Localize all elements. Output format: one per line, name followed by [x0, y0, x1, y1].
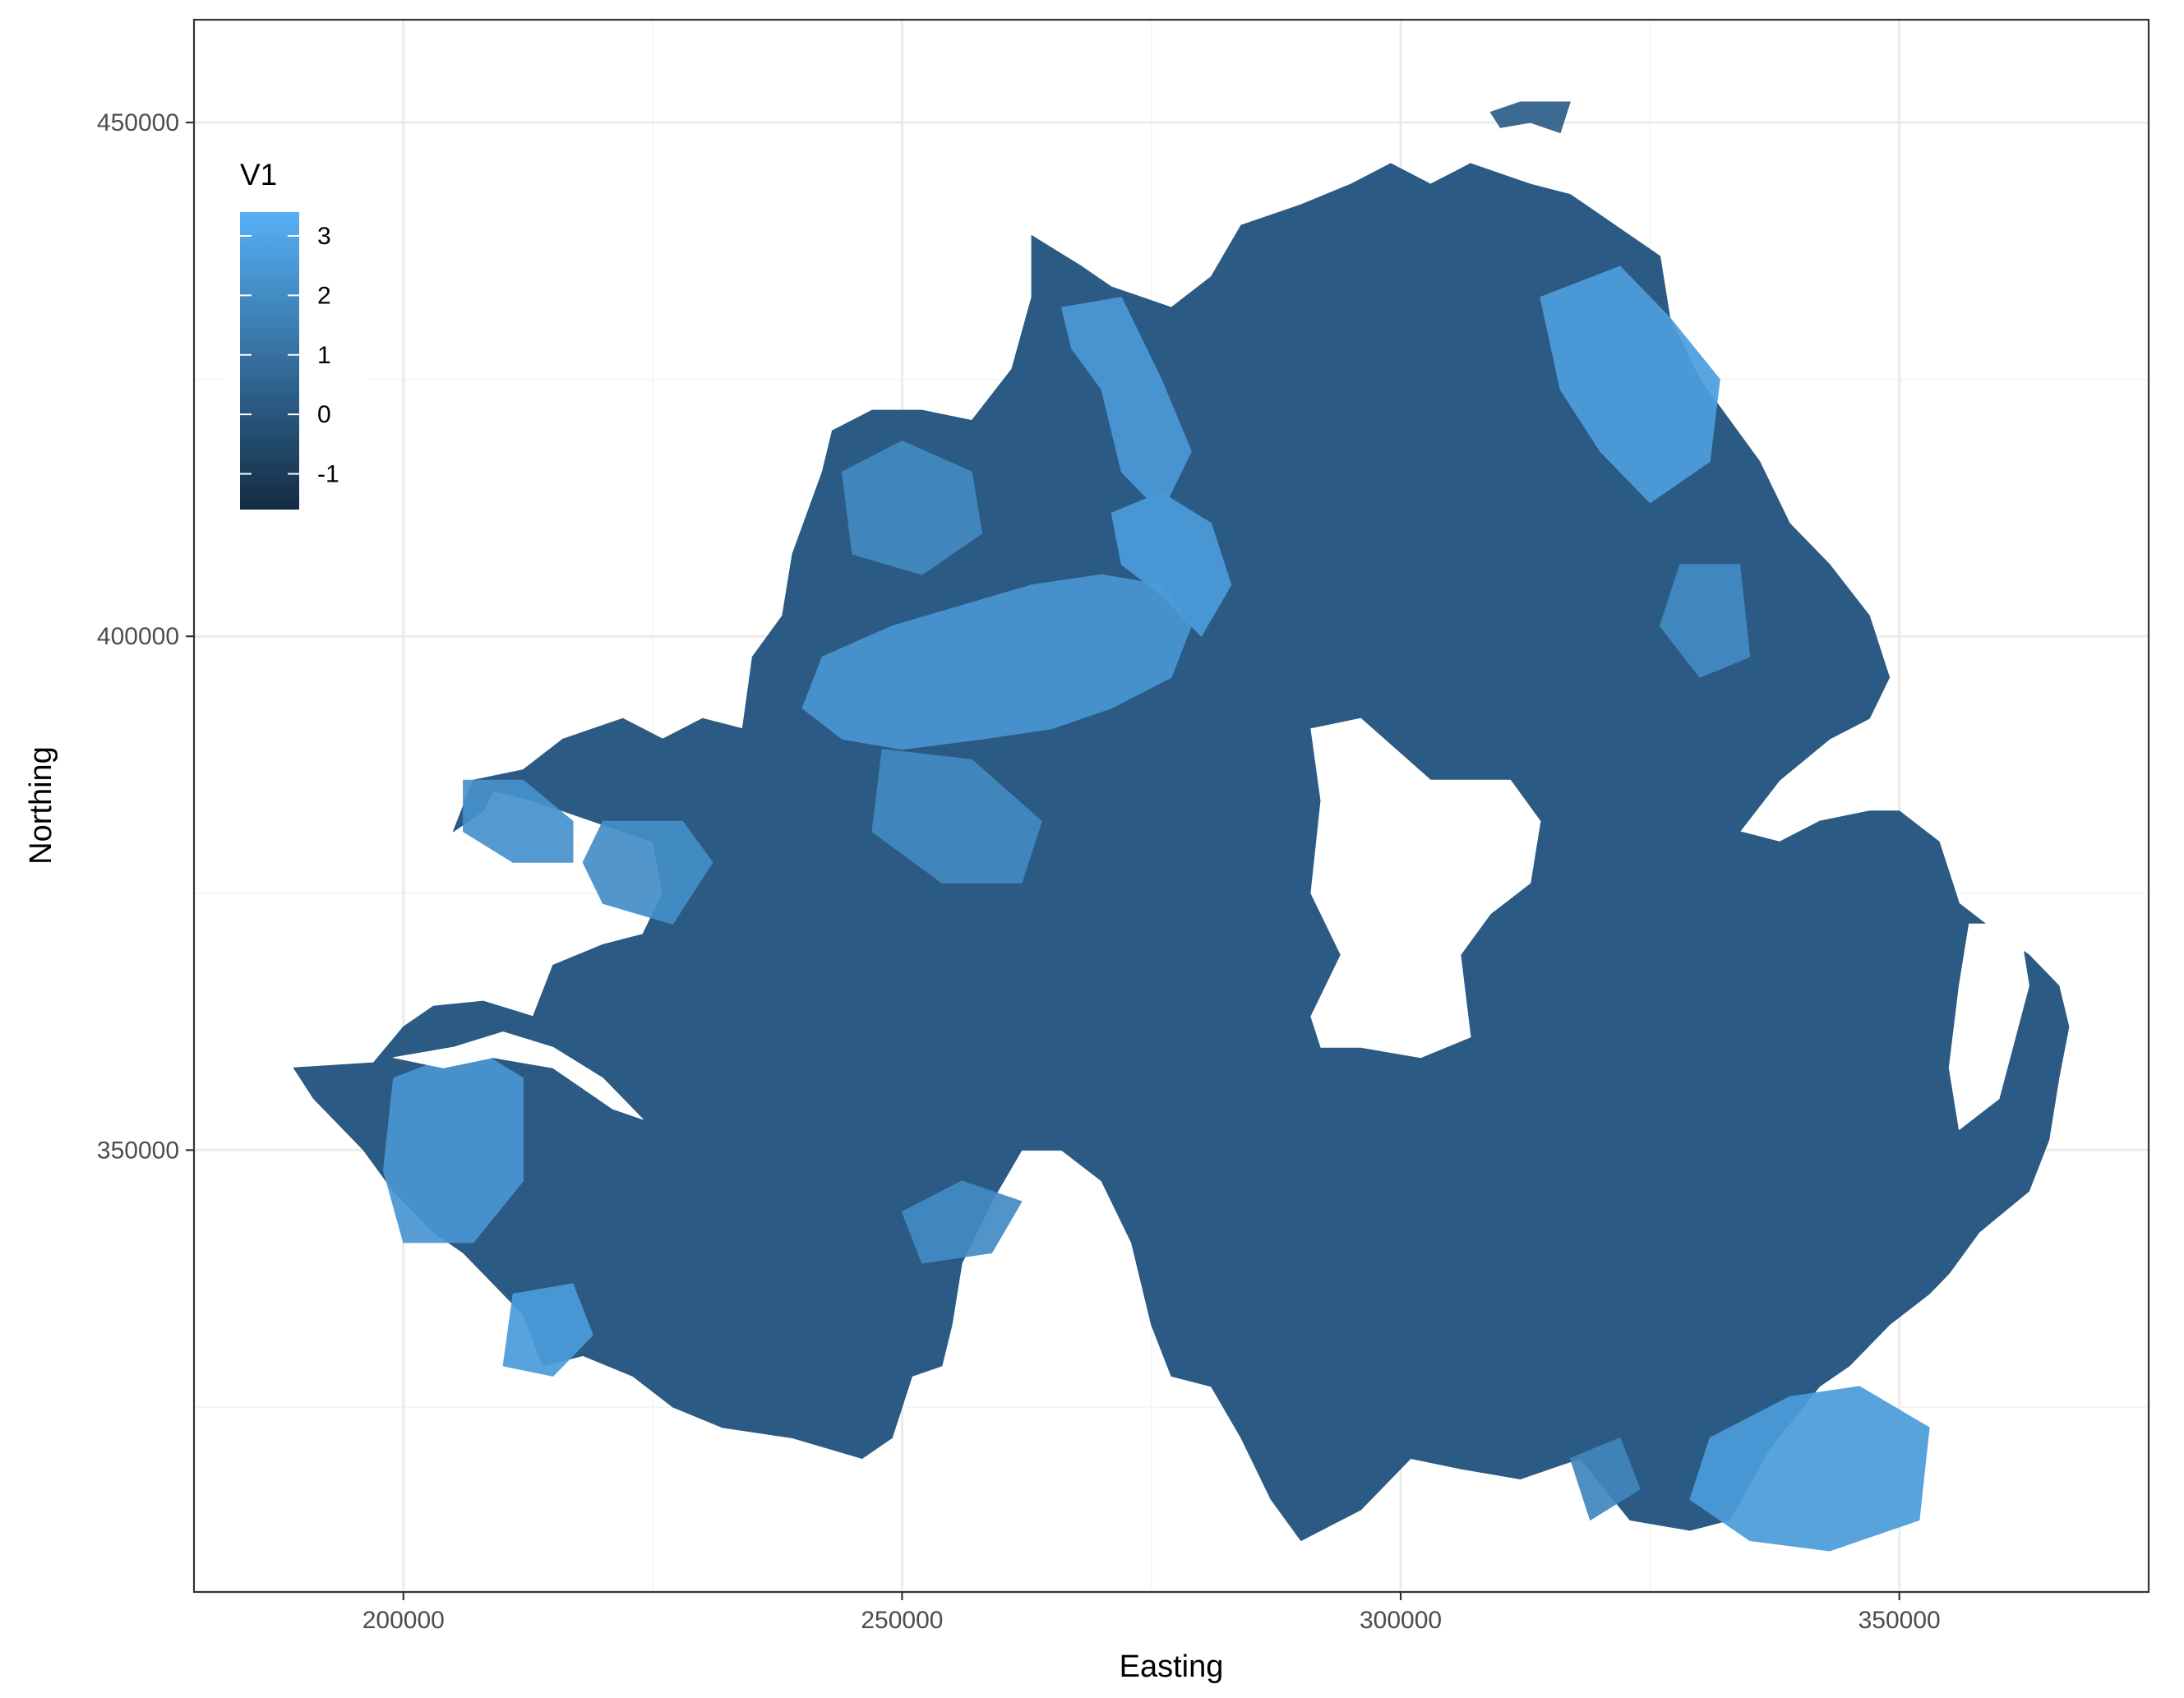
panel-border	[192, 18, 2150, 1594]
map-region-upland-mournes	[1689, 1386, 1930, 1552]
x-tick-label: 350000	[1858, 1607, 1941, 1634]
map-region-upland-central	[871, 749, 1042, 884]
color-legend: V1 3 2 1 0 -1	[224, 148, 367, 522]
y-tick-label: 400000	[97, 623, 179, 650]
legend-colorbar	[240, 212, 299, 510]
y-tick-label: 450000	[97, 109, 179, 136]
legend-breaks: 3 2 1 0 -1	[240, 223, 339, 488]
map-region-upland-sperrins	[801, 574, 1192, 750]
legend-title: V1	[240, 158, 277, 191]
map-region-lough-neagh	[1310, 717, 1541, 1059]
legend-break-label: 0	[317, 401, 331, 428]
map-region-upland-binevenagh	[1061, 297, 1192, 514]
legend-break-label: 1	[317, 342, 331, 369]
map-region-upland-central-north	[1110, 491, 1232, 637]
y-tick-label: 350000	[97, 1137, 179, 1164]
map-region-rathlin-island	[1489, 101, 1571, 133]
y-axis-title: Northing	[24, 746, 58, 865]
legend-break-label: 2	[317, 282, 331, 309]
map-region-upland-south-west	[502, 1283, 593, 1377]
legend-break-label: 3	[317, 223, 331, 250]
x-axis: 200000 250000 300000 350000	[362, 1592, 1941, 1634]
map-region-upland-north-west	[842, 441, 982, 575]
x-tick-label: 300000	[1360, 1607, 1442, 1634]
map-region-upland-slieve-gullion	[1569, 1437, 1641, 1520]
map-region-upland-clogher	[901, 1180, 1023, 1264]
x-tick-label: 250000	[861, 1607, 943, 1634]
map-region-strangford-lough	[1948, 923, 2029, 1130]
x-axis-title: Easting	[1120, 1650, 1224, 1684]
map-region-upland-west-b	[582, 820, 713, 925]
legend-break-label: -1	[317, 461, 339, 488]
map-region-upland-antrim-east	[1660, 564, 1751, 678]
x-tick-label: 200000	[362, 1607, 445, 1634]
y-axis: 350000 400000 450000	[97, 109, 194, 1164]
map-region-lough-erne	[393, 1031, 644, 1120]
map-region-upland-west-a	[463, 779, 574, 863]
raster-map	[293, 101, 2070, 1552]
map-region-upland-antrim	[1540, 265, 1720, 504]
